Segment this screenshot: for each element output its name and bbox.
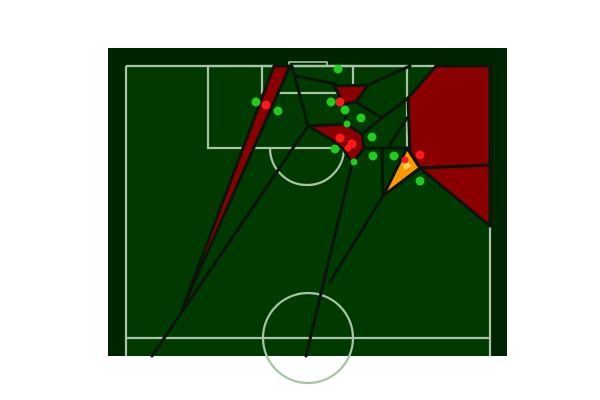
green-player [343,120,351,128]
green-player [330,144,340,154]
goal [288,61,328,67]
green-player [350,158,358,166]
red-player [344,144,352,152]
green-players [251,64,425,186]
green-player [273,106,283,116]
cell-edge [150,124,310,358]
red-region-left-wedge [180,64,292,312]
pitch-markings [124,61,492,385]
green-player [340,105,350,115]
cell-edge [328,194,385,284]
cell-edge [294,74,338,86]
red-region-wing [418,163,492,228]
voronoi-regions [180,64,492,312]
red-players [261,97,425,164]
green-player [326,97,336,107]
cell-edge [366,64,412,87]
green-player [389,151,399,161]
green-player [415,176,425,186]
center-circle [261,291,355,385]
red-player [261,100,271,110]
cell-edge [304,162,354,358]
red-player [415,150,425,160]
red-player [401,156,409,164]
green-player [367,132,377,142]
cell-edge [380,146,385,198]
penalty-arc [268,147,346,187]
orange-region-highlight [381,146,422,198]
green-player [356,113,366,123]
cell-edge [380,96,410,120]
green-player [368,151,378,161]
cell-edge [360,116,384,136]
voronoi-edges [150,64,412,358]
green-player [251,97,261,107]
green-player [333,64,343,74]
cell-edge [386,116,409,150]
red-player [335,97,345,107]
red-player [335,133,345,143]
cell-edge [354,100,384,120]
